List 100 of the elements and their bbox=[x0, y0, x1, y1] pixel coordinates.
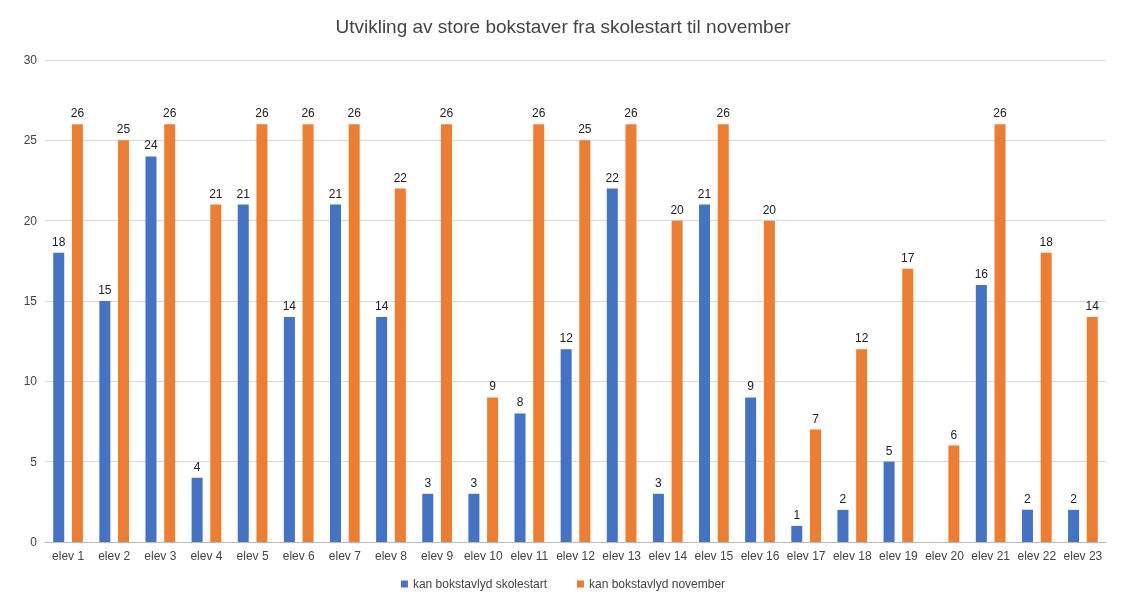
data-label: 21 bbox=[328, 186, 343, 201]
data-label: 20 bbox=[670, 202, 685, 217]
data-label: 18 bbox=[1039, 234, 1054, 249]
legend-label: kan bokstavlyd skolestart bbox=[412, 577, 548, 591]
x-tick-label: elev 14 bbox=[648, 549, 688, 563]
bar bbox=[883, 461, 895, 542]
data-label: 26 bbox=[716, 106, 731, 121]
data-label: 21 bbox=[236, 186, 251, 201]
x-tick-label: elev 16 bbox=[740, 549, 780, 563]
bar bbox=[394, 188, 406, 542]
bar bbox=[53, 252, 65, 542]
data-label: 3 bbox=[470, 475, 478, 490]
x-tick-label: elev 9 bbox=[421, 549, 454, 563]
y-tick-label: 0 bbox=[30, 535, 38, 549]
bar bbox=[856, 349, 868, 542]
bar bbox=[191, 477, 203, 542]
data-label: 22 bbox=[393, 170, 408, 185]
y-tick-label: 15 bbox=[23, 294, 38, 308]
data-label: 14 bbox=[374, 299, 389, 314]
y-tick-label: 5 bbox=[30, 454, 38, 469]
bar bbox=[652, 493, 664, 542]
data-label: 16 bbox=[974, 266, 989, 281]
bar bbox=[99, 301, 111, 542]
chart-title: Utvikling av store bokstaver fra skolestart til november bbox=[335, 16, 792, 37]
x-tick-label: elev 20 bbox=[925, 549, 965, 563]
bar bbox=[745, 397, 757, 542]
x-tick-label: elev 3 bbox=[144, 549, 177, 563]
data-label: 18 bbox=[52, 234, 66, 249]
x-tick-label: elev 4 bbox=[190, 549, 223, 563]
x-tick-label: elev 13 bbox=[602, 549, 642, 563]
bar bbox=[763, 220, 775, 542]
bar bbox=[348, 124, 360, 542]
bar bbox=[376, 317, 388, 542]
legend-label: kan bokstavlyd november bbox=[589, 577, 726, 591]
bar bbox=[514, 413, 526, 542]
x-tick-label: elev 10 bbox=[463, 549, 503, 563]
y-tick-label: 20 bbox=[23, 213, 38, 228]
bar bbox=[468, 493, 480, 542]
x-tick-label: elev 18 bbox=[832, 549, 872, 563]
x-tick-label: elev 8 bbox=[374, 549, 408, 563]
data-label: 15 bbox=[98, 283, 112, 297]
bar bbox=[440, 124, 452, 542]
bar bbox=[256, 124, 268, 542]
bar bbox=[902, 268, 914, 542]
data-label: 26 bbox=[301, 106, 316, 121]
bar bbox=[791, 525, 803, 542]
y-tick-label: 25 bbox=[23, 133, 38, 148]
bar bbox=[1068, 509, 1080, 542]
data-label: 26 bbox=[255, 106, 269, 121]
data-label: 26 bbox=[439, 106, 454, 121]
bar bbox=[699, 204, 711, 542]
data-label: 25 bbox=[116, 122, 131, 137]
bar bbox=[579, 140, 591, 542]
data-label: 26 bbox=[532, 106, 546, 121]
y-tick-label: 30 bbox=[23, 53, 38, 67]
x-tick-label: elev 7 bbox=[328, 549, 362, 563]
data-label: 2 bbox=[1024, 491, 1032, 506]
x-tick-label: elev 22 bbox=[1017, 549, 1057, 563]
bar bbox=[625, 124, 637, 542]
x-tick-label: elev 12 bbox=[556, 549, 596, 563]
bar bbox=[994, 124, 1006, 542]
bar bbox=[422, 493, 434, 542]
data-label: 26 bbox=[347, 106, 362, 121]
x-tick-label: elev 19 bbox=[879, 549, 919, 563]
bar bbox=[145, 156, 157, 542]
data-label: 26 bbox=[70, 106, 85, 121]
bar bbox=[837, 509, 849, 542]
data-label: 6 bbox=[950, 427, 958, 442]
data-label: 12 bbox=[854, 331, 869, 346]
x-tick-label: elev 15 bbox=[694, 549, 734, 563]
bar bbox=[671, 220, 683, 542]
x-tick-label: elev 6 bbox=[282, 549, 316, 563]
data-label: 7 bbox=[812, 411, 820, 426]
data-label: 2 bbox=[839, 491, 847, 506]
data-label: 9 bbox=[747, 379, 755, 394]
data-label: 4 bbox=[193, 459, 201, 474]
data-label: 5 bbox=[885, 443, 893, 458]
data-label: 9 bbox=[489, 379, 497, 394]
bar bbox=[975, 284, 987, 542]
data-label: 26 bbox=[993, 106, 1008, 121]
bar bbox=[948, 445, 960, 542]
bar bbox=[1021, 509, 1033, 542]
data-label: 21 bbox=[209, 186, 223, 201]
bar bbox=[606, 188, 618, 542]
x-tick-label: elev 11 bbox=[510, 549, 549, 563]
bar bbox=[810, 429, 821, 542]
data-label: 20 bbox=[762, 202, 777, 217]
bar bbox=[330, 204, 341, 542]
data-label: 12 bbox=[559, 331, 574, 346]
bar bbox=[210, 204, 222, 542]
data-label: 21 bbox=[697, 186, 712, 201]
data-label: 17 bbox=[901, 250, 915, 265]
data-label: 2 bbox=[1070, 491, 1078, 506]
bar bbox=[164, 124, 176, 542]
data-label: 8 bbox=[516, 395, 524, 410]
x-tick-label: elev 2 bbox=[98, 549, 131, 563]
x-tick-label: elev 21 bbox=[971, 549, 1011, 563]
bar bbox=[71, 124, 83, 542]
x-tick-label: elev 17 bbox=[786, 549, 826, 563]
data-label: 3 bbox=[424, 475, 432, 490]
